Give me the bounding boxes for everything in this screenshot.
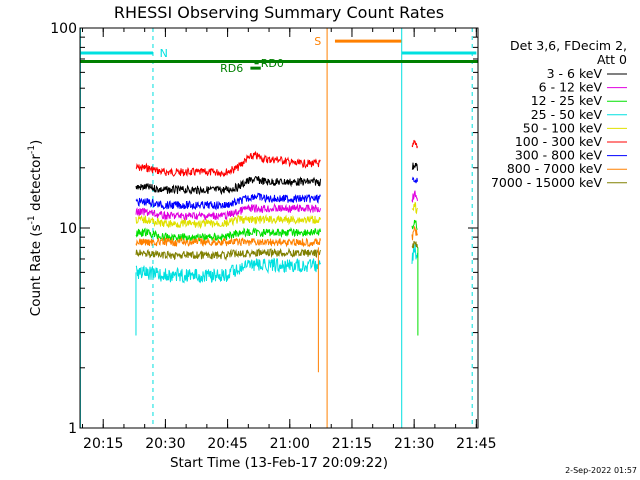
timestamp: 2-Sep-2022 01:57	[565, 466, 637, 475]
x-tick-label: 20:30	[145, 436, 185, 452]
series-line	[135, 236, 321, 248]
legend-header-line1: Det 3,6, FDecim 2,	[510, 38, 627, 53]
series-line	[411, 244, 418, 264]
x-tick-label: 21:00	[270, 436, 310, 452]
y-axis-label-sup2: -1	[27, 145, 37, 154]
legend-header-line2: Att 0	[597, 52, 627, 67]
flag-label: S	[314, 35, 321, 48]
y-tick-label: 1	[68, 421, 77, 437]
legend-entry-label: 6 - 12 keV	[539, 80, 603, 95]
series-line	[135, 176, 321, 196]
legend-entry-label: 100 - 300 keV	[515, 134, 603, 149]
x-axis: 20:15 20:30 20:45 21:00 21:15 21:30 21:45	[81, 28, 497, 452]
legend-entry-label: 12 - 25 keV	[531, 93, 603, 108]
legend-entry-label: 7000 - 15000 keV	[491, 175, 602, 190]
series-line	[411, 190, 418, 203]
x-tick-label: 20:45	[207, 436, 247, 452]
legend-entry-label: 300 - 800 keV	[515, 148, 603, 163]
series-line	[411, 240, 418, 249]
legend-entry-label: 25 - 50 keV	[531, 107, 603, 122]
y-axis: 1 10 100	[50, 21, 478, 437]
x-tick-label: 20:15	[83, 436, 123, 452]
y-axis-label-main: Count Rate (s	[28, 224, 44, 316]
y-axis-label-mid: detector	[28, 154, 44, 216]
legend-entry-label: 50 - 100 keV	[523, 120, 603, 135]
x-tick-label: 21:15	[332, 436, 372, 452]
y-tick-label: 10	[59, 221, 77, 237]
series-line	[135, 202, 321, 222]
series-line	[411, 202, 418, 215]
series-line	[135, 150, 321, 178]
series-line	[135, 192, 321, 211]
series-line	[135, 227, 321, 243]
series-line	[411, 226, 418, 241]
series-line	[411, 219, 418, 231]
y-axis-label: Count Rate (s-1 detector-1)	[27, 140, 44, 316]
x-tick-label: 21:45	[456, 436, 496, 452]
series-line	[411, 139, 418, 149]
chart-title: RHESSI Observing Summary Count Rates	[114, 3, 444, 22]
y-tick-label: 100	[50, 21, 77, 37]
flag-label: N	[160, 47, 168, 60]
y-axis-label-sup1: -1	[27, 215, 37, 224]
flag-label: RD0	[261, 57, 284, 70]
legend-entry-label: 3 - 6 keV	[547, 66, 603, 81]
flag-label: RD6	[220, 62, 243, 75]
y-axis-label-end: )	[28, 140, 44, 145]
legend-entry-label: 800 - 7000 keV	[507, 161, 603, 176]
x-axis-label: Start Time (13-Feb-17 20:09:22)	[170, 455, 388, 471]
series-line	[135, 213, 321, 230]
series-line	[411, 162, 418, 171]
plot-area: N S RD6 RD0	[79, 28, 478, 428]
series-line	[135, 257, 321, 284]
series-line	[135, 247, 321, 262]
series-line	[411, 176, 418, 184]
x-tick-label: 21:30	[394, 436, 434, 452]
